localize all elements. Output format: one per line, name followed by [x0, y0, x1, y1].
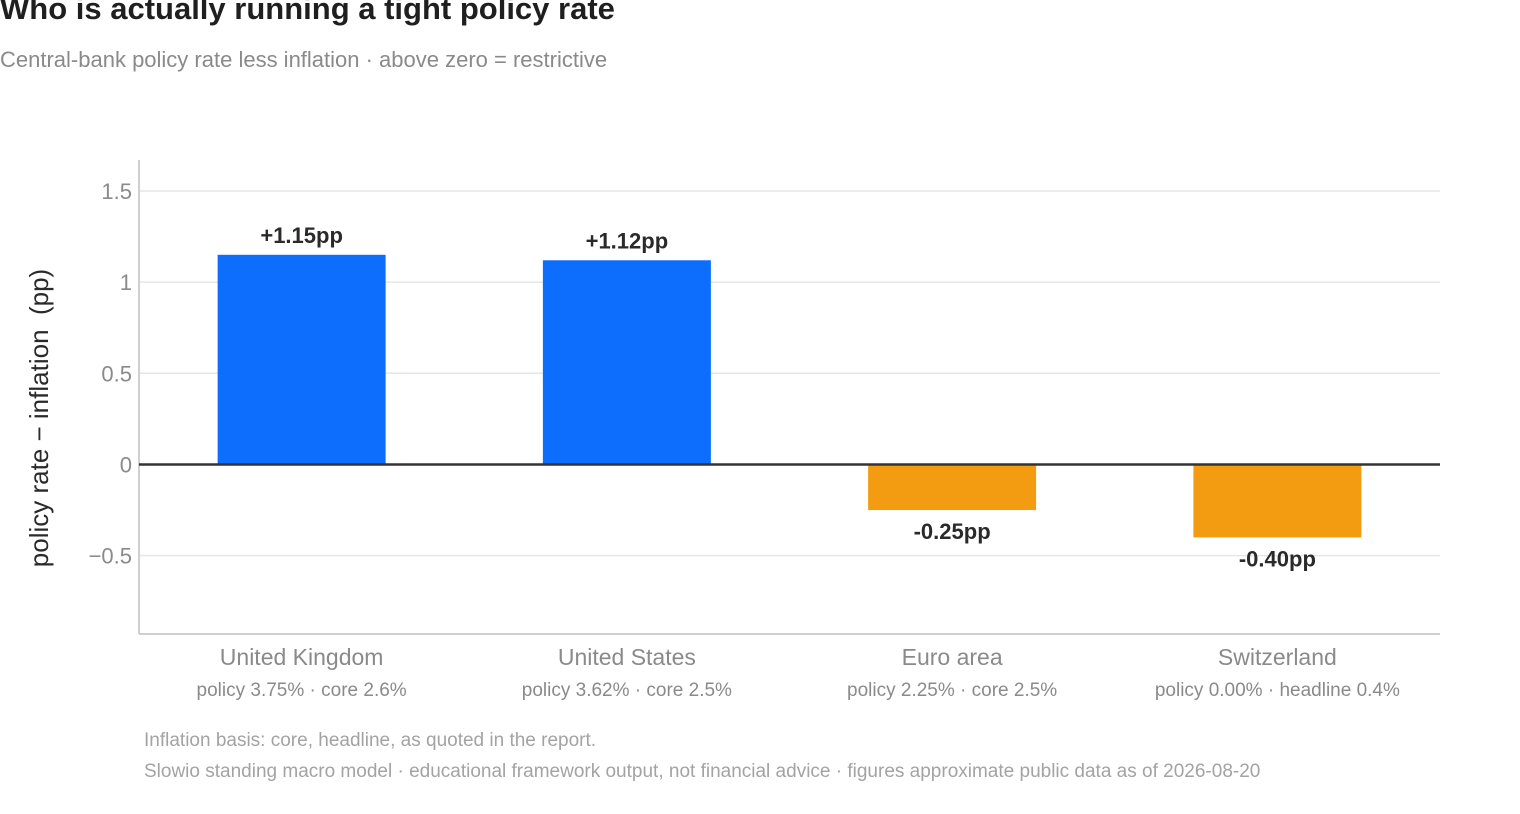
bar	[217, 254, 386, 465]
x-tick-sublabel: policy 2.25% · core 2.5%	[847, 680, 1057, 701]
y-tick-label: 0	[120, 452, 132, 477]
chart-title: Who is actually running a tight policy r…	[0, 0, 615, 26]
y-tick-label: 1	[120, 270, 132, 295]
bar-value-label: -0.25pp	[914, 519, 991, 544]
y-tick-label: 1.5	[101, 179, 132, 204]
bar	[1193, 464, 1362, 538]
bar-value-label: +1.15pp	[260, 223, 343, 248]
y-tick-label: 0.5	[101, 361, 132, 386]
y-tick-label: −0.5	[89, 544, 132, 569]
bar	[542, 260, 711, 465]
bar	[868, 464, 1037, 511]
x-tick-sublabel: policy 3.75% · core 2.6%	[197, 680, 407, 701]
x-tick-sublabel: policy 3.62% · core 2.5%	[522, 680, 732, 701]
x-tick-label: United States	[558, 644, 696, 670]
x-tick-label: United Kingdom	[220, 644, 384, 670]
bar-value-label: +1.12pp	[586, 228, 669, 253]
chart-subtitle: Central-bank policy rate less inflation …	[0, 47, 608, 72]
x-tick-label: Euro area	[902, 644, 1003, 670]
footnote-disclaimer: Slowio standing macro model · educationa…	[144, 761, 1261, 782]
y-axis-label: policy rate − inflation (pp)	[24, 269, 54, 567]
x-tick-label: Switzerland	[1218, 644, 1337, 670]
bar-value-label: -0.40pp	[1239, 546, 1316, 571]
footnote-inflation-basis: Inflation basis: core, headline, as quot…	[144, 730, 597, 751]
x-tick-sublabel: policy 0.00% · headline 0.4%	[1155, 680, 1400, 701]
